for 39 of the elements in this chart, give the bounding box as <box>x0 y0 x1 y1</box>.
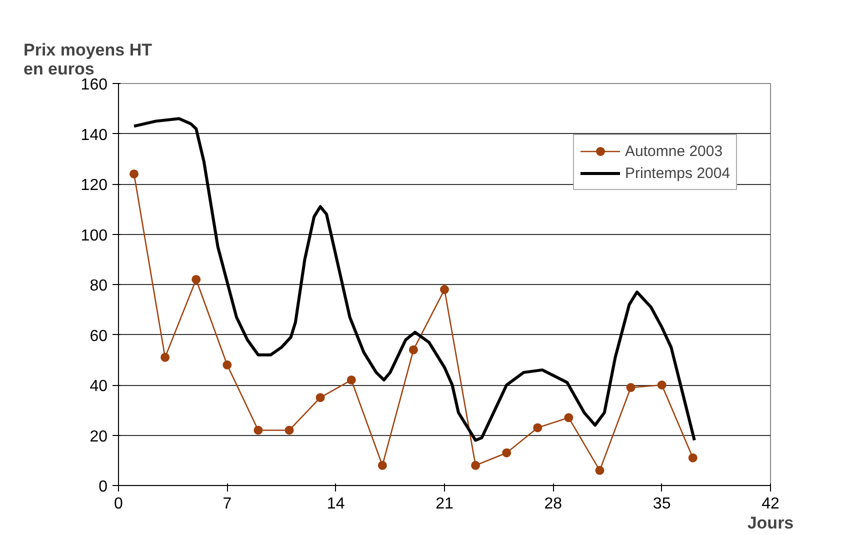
point <box>222 360 232 370</box>
point <box>254 426 263 435</box>
point <box>316 393 325 402</box>
point <box>440 285 449 294</box>
point <box>192 274 201 284</box>
y-tick-label: 80 <box>90 278 108 294</box>
point <box>471 460 480 470</box>
y-tick-label: 0 <box>98 478 108 496</box>
y-tick-label: 120 <box>80 177 108 194</box>
y-tick-label: 40 <box>90 378 108 395</box>
x-tick-label: 42 <box>762 496 780 512</box>
x-tick-label: 14 <box>326 496 345 512</box>
point <box>160 352 170 362</box>
x-tick-label: 7 <box>222 496 232 512</box>
point <box>284 426 294 435</box>
x-tick-label: 0 <box>114 496 124 512</box>
x-tick-label: 35 <box>652 496 671 512</box>
y-tick-label: 60 <box>90 328 108 345</box>
y-tick-label: 160 <box>80 76 108 94</box>
y-tick-label: 20 <box>90 428 108 446</box>
point <box>378 460 387 470</box>
point <box>533 423 542 432</box>
point <box>688 453 698 462</box>
x-tick-label: 28 <box>544 496 562 512</box>
point <box>130 169 139 178</box>
y-tick-label: 140 <box>80 126 108 144</box>
point <box>346 375 356 384</box>
point <box>595 466 604 475</box>
y-tick-label: 100 <box>80 227 108 244</box>
x-axis-title: Jours <box>747 514 794 532</box>
y-axis-title: Prix moyens HT en euros <box>24 40 153 78</box>
point <box>626 383 636 392</box>
x-tick-label: 21 <box>436 496 454 512</box>
point <box>564 413 574 422</box>
point <box>657 380 666 390</box>
legend-label: Automne 2003 <box>625 142 723 160</box>
point <box>408 345 418 354</box>
legend-label: Printemps 2004 <box>625 164 730 182</box>
point <box>502 448 512 458</box>
